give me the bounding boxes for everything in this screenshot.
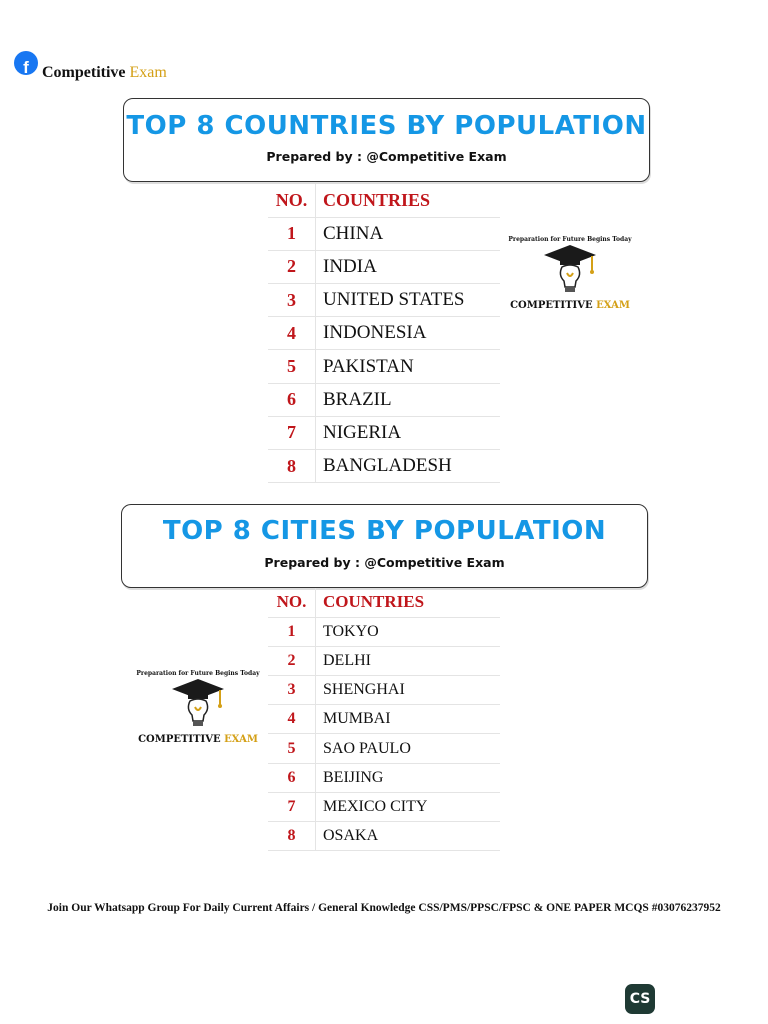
cities-title-banner: TOP 8 CITIES BY POPULATION Prepared by :… bbox=[121, 504, 648, 588]
city-name: OSAKA bbox=[315, 821, 500, 852]
logo-name: COMPETITIVE EXAM bbox=[500, 300, 640, 311]
logo-name: COMPETITIVE EXAM bbox=[128, 734, 268, 745]
rank-number: 5 bbox=[268, 733, 316, 764]
countries-title-banner: TOP 8 COUNTRIES BY POPULATION Prepared b… bbox=[123, 98, 650, 182]
column-header-name: COUNTRIES bbox=[315, 184, 500, 218]
rank-number: 8 bbox=[268, 449, 316, 484]
table-row: 8 BANGLADESH bbox=[268, 449, 500, 484]
table-row: 4 MUMBAI bbox=[268, 704, 500, 735]
table-row: 5 SAO PAULO bbox=[268, 733, 500, 764]
cities-subtitle: Prepared by : @Competitive Exam bbox=[264, 555, 505, 570]
rank-number: 6 bbox=[268, 763, 316, 793]
rank-number: 1 bbox=[268, 217, 316, 251]
competitive-exam-logo: Preparation for Future Begins Today COMP… bbox=[128, 670, 268, 745]
table-row: 4 INDONESIA bbox=[268, 316, 500, 351]
country-name: INDIA bbox=[315, 250, 500, 285]
table-row: 2 DELHI bbox=[268, 646, 500, 677]
city-name: TOKYO bbox=[315, 617, 500, 647]
facebook-icon[interactable]: f bbox=[14, 51, 38, 75]
city-name: BEIJING bbox=[315, 763, 500, 793]
country-name: INDONESIA bbox=[315, 316, 500, 351]
country-name: BRAZIL bbox=[315, 383, 500, 417]
table-row: 6 BEIJING bbox=[268, 763, 500, 793]
logo-name-part1: COMPETITIVE bbox=[510, 300, 593, 311]
lightbulb-graduation-cap-icon bbox=[172, 679, 224, 726]
country-name: BANGLADESH bbox=[315, 449, 500, 484]
rank-number: 4 bbox=[268, 316, 316, 351]
countries-title: TOP 8 COUNTRIES BY POPULATION bbox=[126, 111, 647, 141]
footer-text: Join Our Whatsapp Group For Daily Curren… bbox=[47, 902, 721, 914]
city-name: SHENGHAI bbox=[315, 675, 500, 706]
table-row: 1 CHINA bbox=[268, 217, 500, 251]
column-header-no: NO. bbox=[268, 184, 316, 218]
table-row: 6 BRAZIL bbox=[268, 383, 500, 417]
brand-header: f Competitive Exam bbox=[14, 44, 167, 82]
city-name: MUMBAI bbox=[315, 704, 500, 735]
column-header-no: NO. bbox=[268, 588, 316, 618]
rank-number: 7 bbox=[268, 792, 316, 823]
rank-number: 3 bbox=[268, 675, 316, 706]
table-row: 5 PAKISTAN bbox=[268, 349, 500, 384]
rank-number: 4 bbox=[268, 704, 316, 735]
table-row: 1 TOKYO bbox=[268, 617, 500, 647]
rank-number: 3 bbox=[268, 283, 316, 318]
rank-number: 2 bbox=[268, 250, 316, 285]
countries-subtitle: Prepared by : @Competitive Exam bbox=[266, 149, 507, 164]
logo-name-part2: EXAM bbox=[596, 300, 630, 311]
rank-number: 2 bbox=[268, 646, 316, 677]
competitive-exam-logo: Preparation for Future Begins Today COMP… bbox=[500, 236, 640, 311]
cities-title: TOP 8 CITIES BY POPULATION bbox=[162, 516, 607, 546]
rank-number: 1 bbox=[268, 617, 316, 647]
table-row: 3 UNITED STATES bbox=[268, 283, 500, 318]
country-name: CHINA bbox=[315, 217, 500, 251]
city-name: MEXICO CITY bbox=[315, 792, 500, 823]
brand-name-part2: Exam bbox=[129, 64, 167, 81]
table-row: 3 SHENGHAI bbox=[268, 675, 500, 706]
logo-name-part2: EXAM bbox=[224, 734, 258, 745]
logo-tagline: Preparation for Future Begins Today bbox=[136, 670, 260, 677]
rank-number: 5 bbox=[268, 349, 316, 384]
table-row: 8 OSAKA bbox=[268, 821, 500, 852]
country-name: PAKISTAN bbox=[315, 349, 500, 384]
camscanner-icon: CS bbox=[625, 984, 655, 1014]
column-header-name: COUNTRIES bbox=[315, 588, 500, 618]
table-row: 7 NIGERIA bbox=[268, 416, 500, 451]
table-row: 2 INDIA bbox=[268, 250, 500, 285]
brand-name-part1: Competitive bbox=[42, 64, 126, 81]
logo-tagline: Preparation for Future Begins Today bbox=[508, 236, 632, 243]
lightbulb-graduation-cap-icon bbox=[544, 245, 596, 292]
logo-name-part1: COMPETITIVE bbox=[138, 734, 221, 745]
city-name: DELHI bbox=[315, 646, 500, 677]
brand-name: Competitive Exam bbox=[42, 64, 167, 82]
rank-number: 7 bbox=[268, 416, 316, 451]
city-name: SAO PAULO bbox=[315, 733, 500, 764]
rank-number: 6 bbox=[268, 383, 316, 417]
rank-number: 8 bbox=[268, 821, 316, 852]
table-row: 7 MEXICO CITY bbox=[268, 792, 500, 823]
country-name: NIGERIA bbox=[315, 416, 500, 451]
countries-table: NO. COUNTRIES 1 CHINA 2 INDIA 3 UNITED STAT… bbox=[268, 184, 500, 484]
table-header-row: NO. COUNTRIES bbox=[268, 184, 500, 218]
table-header-row: NO. COUNTRIES bbox=[268, 588, 500, 618]
country-name: UNITED STATES bbox=[315, 283, 500, 318]
